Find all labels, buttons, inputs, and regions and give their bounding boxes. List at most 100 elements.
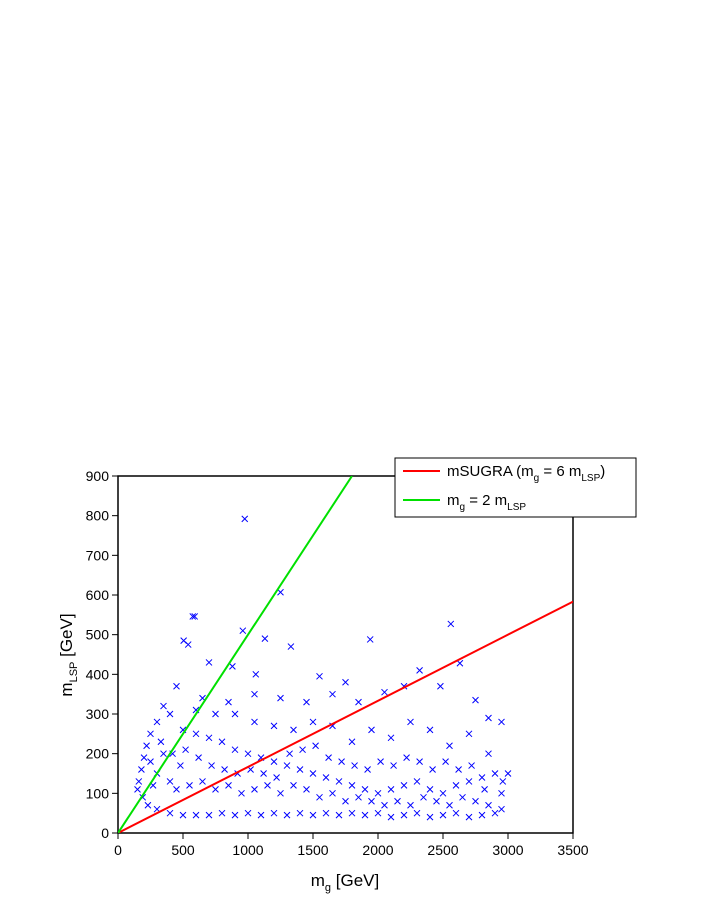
scatter-point bbox=[368, 797, 375, 805]
x-axis-label: mg [GeV] bbox=[311, 871, 379, 894]
scatter-point bbox=[166, 809, 174, 817]
scatter-point bbox=[140, 754, 148, 761]
subscript: g bbox=[460, 502, 466, 513]
text-part: [GeV] bbox=[331, 871, 379, 890]
scatter-point bbox=[400, 811, 408, 819]
scatter-point bbox=[348, 738, 356, 746]
scatter-point bbox=[143, 742, 150, 750]
scatter-point bbox=[166, 710, 174, 718]
scatter-point bbox=[452, 809, 460, 817]
scatter-point bbox=[322, 809, 330, 817]
scatter-point bbox=[173, 682, 180, 690]
scatter-point bbox=[426, 786, 434, 793]
scatter-point bbox=[199, 778, 206, 785]
scatter-point bbox=[296, 809, 304, 817]
scatter-point bbox=[381, 801, 388, 809]
scatter-point bbox=[407, 718, 414, 726]
scatter-point bbox=[377, 758, 384, 765]
x-tick-label: 1000 bbox=[232, 842, 263, 858]
y-tick-label: 400 bbox=[86, 666, 110, 682]
scatter-point bbox=[504, 770, 512, 777]
scatter-point bbox=[413, 778, 421, 785]
scatter-point bbox=[270, 722, 278, 730]
scatter-point bbox=[472, 797, 479, 805]
scatter-point bbox=[452, 782, 460, 789]
scatter-point bbox=[212, 786, 219, 793]
scatter-point bbox=[179, 811, 187, 819]
scatter-point bbox=[205, 811, 213, 819]
scatter-point bbox=[273, 774, 280, 781]
y-tick-label: 900 bbox=[86, 468, 110, 484]
scatter-point bbox=[244, 750, 252, 758]
scatter-point bbox=[231, 746, 239, 754]
scatter-point bbox=[335, 778, 343, 785]
scatter-point bbox=[465, 730, 473, 738]
scatter-point bbox=[485, 750, 492, 758]
scatter-point bbox=[135, 778, 143, 785]
scatter-point bbox=[342, 678, 349, 686]
scatter-point bbox=[374, 789, 382, 797]
scatter-point bbox=[465, 778, 473, 785]
scatter-point bbox=[303, 786, 310, 793]
scatter-point bbox=[225, 782, 232, 789]
scatter-point bbox=[182, 746, 189, 754]
x-tick-label: 2000 bbox=[362, 842, 393, 858]
x-tick-label: 0 bbox=[114, 842, 122, 858]
text-part: m bbox=[57, 682, 76, 696]
subscript: LSP bbox=[507, 502, 526, 513]
scatter-point bbox=[316, 672, 323, 680]
x-tick-label: 3500 bbox=[557, 842, 588, 858]
scatter-point bbox=[374, 809, 382, 817]
scatter-point bbox=[192, 730, 200, 738]
scatter-point bbox=[355, 793, 362, 801]
scatter-point bbox=[498, 718, 505, 726]
scatter-point bbox=[286, 750, 293, 758]
scatter-point bbox=[439, 789, 447, 797]
scatter-point bbox=[455, 766, 462, 773]
scatter-point bbox=[420, 793, 427, 801]
scatter-point bbox=[322, 774, 330, 781]
scatter-point bbox=[361, 786, 369, 793]
scatter-point bbox=[387, 813, 395, 821]
scatter-point bbox=[329, 789, 336, 797]
scatter-point bbox=[394, 797, 401, 805]
y-tick-label: 300 bbox=[86, 706, 110, 722]
subscript: g bbox=[325, 882, 331, 894]
scatter-point bbox=[329, 690, 336, 698]
scatter-point bbox=[390, 762, 397, 769]
scatter-point bbox=[218, 738, 226, 746]
scatter-point bbox=[468, 762, 475, 769]
scatter-point bbox=[407, 801, 414, 809]
scatter-point bbox=[498, 805, 505, 813]
scatter-point bbox=[212, 710, 219, 718]
scatter-point bbox=[134, 786, 141, 793]
scatter-point bbox=[252, 670, 260, 678]
text-part: [GeV] bbox=[57, 613, 76, 661]
scatter-point bbox=[447, 620, 455, 628]
scatter-point bbox=[400, 782, 408, 789]
y-axis-label: mLSP [GeV] bbox=[57, 613, 80, 696]
scatter-point bbox=[348, 809, 356, 817]
scatter-point bbox=[195, 754, 202, 761]
scatter-point bbox=[446, 742, 453, 750]
scatter-point bbox=[166, 778, 174, 785]
scatter-point bbox=[472, 696, 479, 704]
scatter-point bbox=[485, 714, 492, 722]
scatter-point bbox=[160, 750, 167, 758]
scatter-point bbox=[312, 742, 319, 750]
scatter-point bbox=[478, 811, 486, 819]
scatter-point bbox=[426, 813, 434, 821]
y-tick-label: 800 bbox=[86, 508, 110, 524]
scatter-point bbox=[491, 809, 499, 817]
scatter-point bbox=[403, 754, 410, 761]
scatter-point bbox=[335, 811, 343, 819]
y-tick-label: 700 bbox=[86, 547, 110, 563]
scatter-point bbox=[270, 758, 278, 765]
scatter-point bbox=[208, 762, 215, 769]
scatter-point bbox=[225, 698, 232, 706]
scatter-point bbox=[261, 635, 269, 642]
scatter-point bbox=[260, 770, 267, 777]
scatter-point bbox=[290, 782, 297, 789]
scatter-point bbox=[433, 797, 440, 805]
